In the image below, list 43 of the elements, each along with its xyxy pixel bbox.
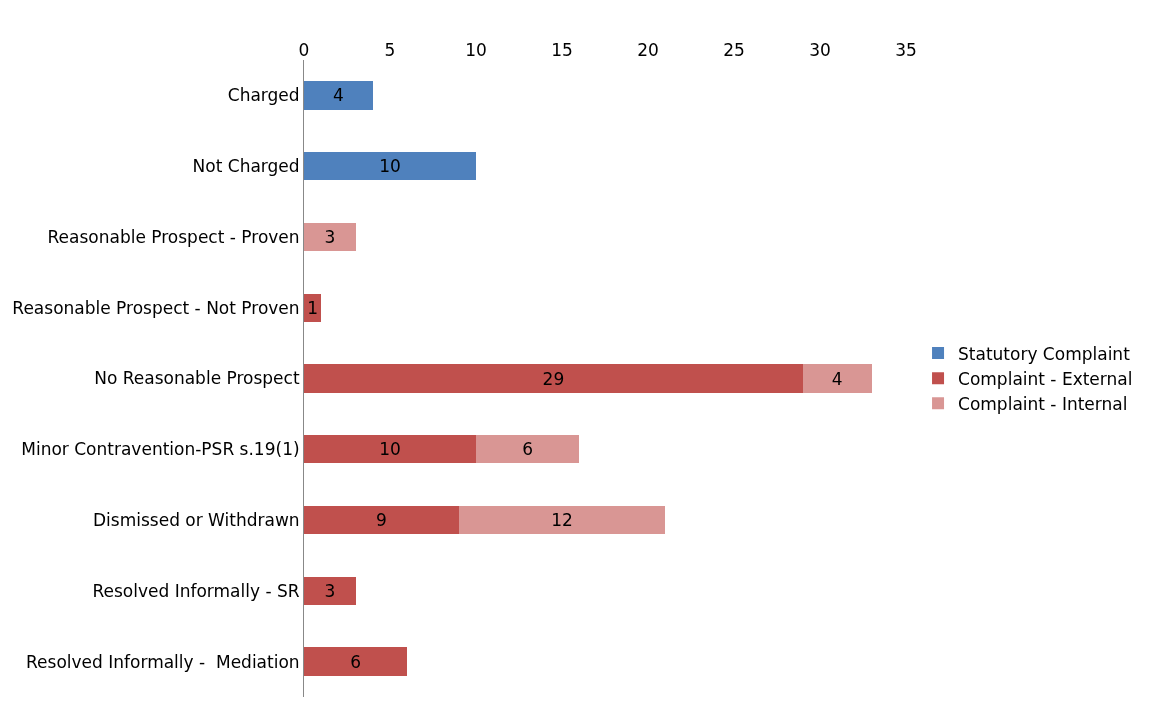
data-label: 4 bbox=[332, 85, 344, 106]
x-tick-label: 0 bbox=[298, 39, 310, 60]
y-tick-label: Reasonable Prospect - Proven bbox=[47, 226, 300, 247]
bar bbox=[802, 364, 872, 393]
x-tick-label: 25 bbox=[723, 39, 745, 60]
x-tick-label: 35 bbox=[895, 39, 917, 60]
data-label: 10 bbox=[379, 156, 401, 177]
legend-label: Complaint - External bbox=[958, 368, 1133, 389]
bar bbox=[304, 505, 459, 535]
y-tick-label: No Reasonable Prospect bbox=[94, 368, 300, 389]
bar bbox=[304, 81, 373, 110]
data-label: 6 bbox=[350, 651, 362, 672]
data-label: 3 bbox=[324, 226, 336, 247]
legend-label: Complaint - Internal bbox=[958, 393, 1128, 414]
data-label: 3 bbox=[324, 580, 336, 601]
bar bbox=[458, 505, 666, 535]
y-tick-label: Minor Contravention-PSR s.19(1) bbox=[21, 439, 300, 460]
bar bbox=[304, 364, 803, 393]
data-label: 12 bbox=[551, 510, 573, 531]
data-label: 10 bbox=[379, 439, 401, 460]
data-label: 4 bbox=[831, 368, 843, 389]
x-tick-label: 5 bbox=[384, 39, 396, 60]
bar bbox=[304, 647, 408, 676]
y-tick-label: Not Charged bbox=[192, 156, 300, 177]
y-tick-label: Reasonable Prospect - Not Proven bbox=[12, 297, 300, 318]
y-tick-label: Resolved Informally - SR bbox=[92, 580, 300, 601]
data-label: 29 bbox=[542, 368, 565, 389]
bar bbox=[304, 576, 356, 605]
data-label: 1 bbox=[307, 297, 319, 318]
legend-label: Statutory Complaint bbox=[958, 343, 1131, 364]
x-tick-label: 10 bbox=[465, 39, 487, 60]
x-tick-label: 30 bbox=[809, 39, 831, 60]
bar bbox=[476, 435, 580, 464]
x-tick-label: 15 bbox=[551, 39, 573, 60]
data-label: 6 bbox=[522, 439, 534, 460]
bar bbox=[304, 152, 476, 181]
y-tick-label: Dismissed or Withdrawn bbox=[93, 510, 300, 531]
data-label: 9 bbox=[375, 510, 387, 531]
bar bbox=[304, 435, 476, 464]
x-tick-label: 20 bbox=[637, 39, 659, 60]
bar bbox=[304, 222, 356, 252]
y-tick-label: Resolved Informally - Mediation bbox=[26, 651, 300, 672]
y-tick-label: Charged bbox=[227, 85, 300, 106]
